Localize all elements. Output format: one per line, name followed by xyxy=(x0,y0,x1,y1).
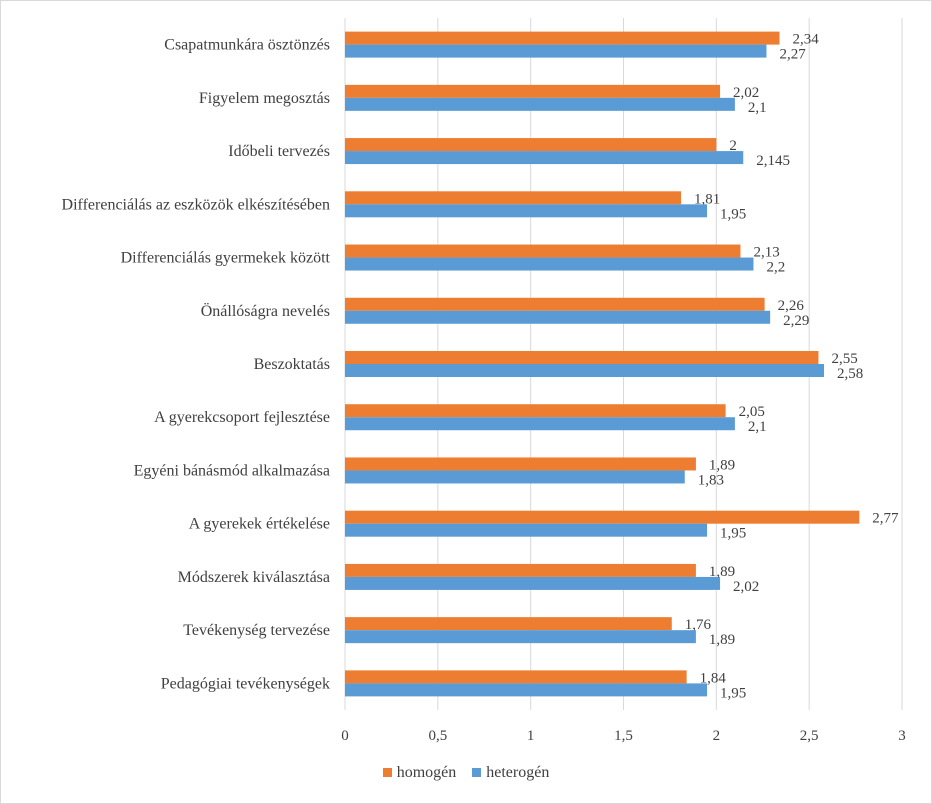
legend-item-homogen: homogén xyxy=(382,764,457,782)
data-label: 2,1 xyxy=(748,419,767,435)
x-tick-label: 2 xyxy=(713,728,721,744)
category-label: Differenciálás gyermekek között xyxy=(121,250,331,267)
data-label: 1,89 xyxy=(709,632,735,648)
bar-homogen xyxy=(345,244,741,258)
bar-heterogen xyxy=(345,630,696,644)
data-label: 1,81 xyxy=(694,191,720,207)
x-tick-label: 0 xyxy=(341,728,349,744)
category-label: Beszoktatás xyxy=(254,356,330,373)
data-label: 1,95 xyxy=(720,685,746,701)
x-tick-label: 3 xyxy=(898,728,906,744)
bar-heterogen xyxy=(345,310,771,324)
bar-homogen xyxy=(345,31,780,45)
data-label: 2,1 xyxy=(748,100,767,116)
bar-heterogen xyxy=(345,44,767,58)
bar-homogen xyxy=(345,138,717,152)
data-label: 2,29 xyxy=(783,313,809,329)
data-label: 1,95 xyxy=(720,526,746,542)
data-label: 2,34 xyxy=(792,32,819,48)
bar-heterogen xyxy=(345,364,825,377)
legend: homogén heterogén xyxy=(0,764,932,782)
data-label: 2,02 xyxy=(733,85,759,101)
data-label: 1,76 xyxy=(685,617,712,633)
category-label: Csapatmunkára ösztönzés xyxy=(164,37,330,54)
bar-heterogen xyxy=(345,683,708,697)
data-label: 2,13 xyxy=(753,245,779,261)
data-label: 2,77 xyxy=(872,511,899,527)
legend-label-homogen: homogén xyxy=(396,764,457,781)
bar-heterogen xyxy=(345,151,744,165)
data-label: 2,58 xyxy=(837,366,863,382)
data-label: 2 xyxy=(729,138,737,154)
legend-label-heterogen: heterogén xyxy=(486,764,550,781)
bar-heterogen xyxy=(345,97,735,111)
category-label: Figyelem megosztás xyxy=(199,90,330,107)
legend-item-heterogen: heterogén xyxy=(472,764,549,782)
bar-homogen xyxy=(345,670,687,684)
bar-homogen xyxy=(345,351,819,364)
x-tick-label: 1 xyxy=(527,728,535,744)
x-tick-label: 0,5 xyxy=(428,728,447,744)
legend-swatch-heterogen xyxy=(472,767,482,777)
category-label: Módszerek kiválasztása xyxy=(178,569,330,586)
category-label: A gyerekcsoport fejlesztése xyxy=(154,409,330,426)
data-label: 1,83 xyxy=(698,472,724,488)
bar-heterogen xyxy=(345,576,721,590)
bar-homogen xyxy=(345,457,696,471)
bar-homogen xyxy=(345,510,860,524)
bar-heterogen xyxy=(345,204,708,218)
category-label: Egyéni bánásmód alkalmazása xyxy=(134,462,330,479)
data-label: 1,95 xyxy=(720,206,746,222)
x-tick-label: 2,5 xyxy=(800,728,819,744)
data-label: 2,55 xyxy=(831,351,857,367)
data-label: 2,2 xyxy=(766,260,785,276)
category-label: Pedagógiai tevékenységek xyxy=(161,675,330,692)
data-label: 1,89 xyxy=(709,564,735,580)
bar-homogen xyxy=(345,617,672,631)
bar-heterogen xyxy=(345,470,685,484)
category-label: Időbeli tervezés xyxy=(228,143,330,160)
bar-heterogen xyxy=(345,523,708,537)
category-label: Tevékenység tervezése xyxy=(183,622,330,639)
data-label: 1,89 xyxy=(709,457,735,473)
bar-homogen xyxy=(345,191,682,205)
legend-swatch-homogen xyxy=(382,767,392,777)
bar-homogen xyxy=(345,297,765,311)
data-label: 2,02 xyxy=(733,579,759,595)
data-label: 2,05 xyxy=(739,404,765,420)
bar-homogen xyxy=(345,563,696,577)
category-label: Differenciálás az eszközök elkészítésébe… xyxy=(62,196,330,213)
data-label: 2,27 xyxy=(779,47,806,63)
bar-heterogen xyxy=(345,257,754,271)
bar-homogen xyxy=(345,84,721,98)
data-label: 1,84 xyxy=(700,670,727,686)
category-label: A gyerekek értékelése xyxy=(189,516,330,533)
x-tick-label: 1,5 xyxy=(614,728,633,744)
data-label: 2,26 xyxy=(778,298,805,314)
category-label: Önállóságra nevelés xyxy=(201,302,330,320)
data-label: 2,145 xyxy=(756,153,790,169)
bar-homogen xyxy=(345,404,726,418)
bar-heterogen xyxy=(345,417,735,431)
